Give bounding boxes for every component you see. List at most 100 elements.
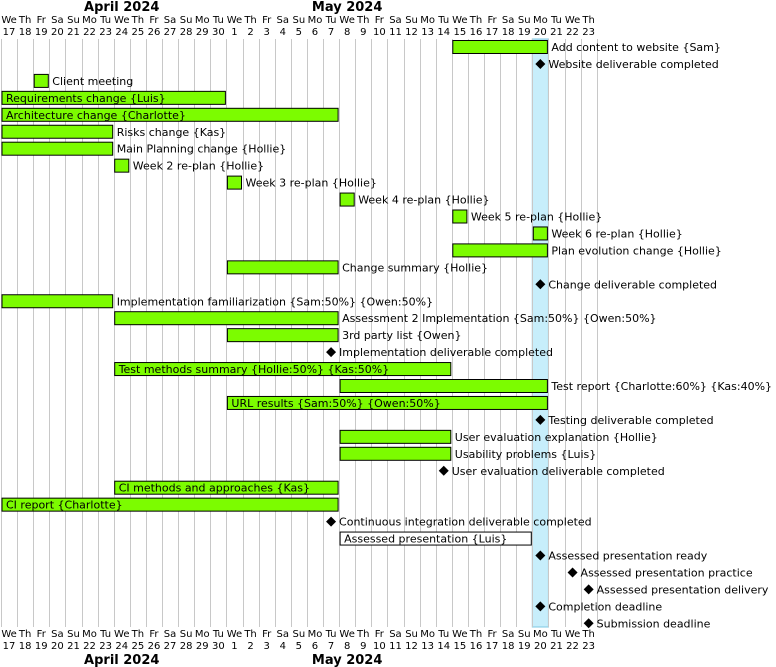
milestone-diamond[interactable]	[326, 347, 337, 358]
task-label: Week 6 re-plan {Hollie}	[551, 227, 682, 240]
task-bar[interactable]	[452, 243, 548, 258]
top-day-label: 13	[421, 27, 434, 38]
task-label: Test report {Charlotte:60%} {Kas:40%}	[550, 380, 772, 393]
task-label: URL results {Sam:50%} {Owen:50%}	[231, 397, 440, 410]
bottom-day-label: 17	[486, 641, 499, 652]
task-label: Add content to website {Sam}	[551, 41, 721, 54]
top-day-label: 6	[312, 27, 318, 38]
task-label: Client meeting	[52, 75, 133, 88]
bottom-weekday-label: Th	[469, 629, 482, 640]
task-bar[interactable]	[1, 294, 114, 309]
task-bar[interactable]	[114, 480, 339, 495]
task-bar[interactable]	[339, 446, 452, 461]
bottom-weekday-label: Tu	[325, 629, 337, 640]
header-bottom: April 2024 May 2024We17Th18Fr19Sa20Su21Mo…	[1, 629, 595, 667]
milestone-label: Completion deadline	[548, 600, 662, 613]
milestone-diamond[interactable]	[583, 618, 594, 629]
task-bar[interactable]	[452, 40, 548, 54]
top-day-label: 25	[131, 27, 144, 38]
task-bar[interactable]	[339, 429, 452, 444]
top-weekday-label: We	[452, 15, 467, 26]
top-weekday-label: Su	[293, 15, 306, 26]
bottom-day-label: 23	[582, 641, 595, 652]
bottom-day-label: 22	[83, 641, 96, 652]
milestone-diamond[interactable]	[438, 465, 449, 476]
top-weekday-label: Th	[581, 15, 594, 26]
task-bar[interactable]	[1, 141, 114, 156]
top-weekday-label: Fr	[149, 15, 159, 26]
top-weekday-label: We	[565, 15, 580, 26]
task-label: Requirements change {Luis}	[6, 92, 166, 105]
task-bar[interactable]	[1, 497, 339, 512]
milestone-diamond[interactable]	[583, 584, 594, 595]
top-month-label: April 2024	[84, 0, 159, 15]
top-weekday-label: Sa	[389, 15, 401, 26]
top-day-label: 11	[389, 27, 402, 38]
top-day-label: 8	[344, 27, 350, 38]
task-bar[interactable]	[339, 379, 548, 393]
task-bar[interactable]	[114, 362, 452, 377]
milestone-diamond[interactable]	[567, 567, 578, 578]
bottom-weekday-label: Th	[356, 629, 369, 640]
top-day-label: 23	[582, 27, 595, 38]
task-bar[interactable]	[339, 192, 355, 207]
bottom-weekday-label: Sa	[502, 629, 514, 640]
bottom-day-label: 18	[502, 641, 515, 652]
milestone-diamond[interactable]	[326, 516, 337, 527]
top-day-label: 15	[453, 27, 466, 38]
top-day-label: 19	[518, 27, 531, 38]
task-bar[interactable]	[226, 260, 339, 275]
task-bar[interactable]	[226, 328, 339, 343]
bottom-day-label: 18	[19, 641, 32, 652]
task-label: 3rd party list {Owen}	[342, 329, 461, 342]
task-bar[interactable]	[33, 73, 49, 88]
bottom-weekday-label: Tu	[550, 629, 562, 640]
top-weekday-label: Fr	[375, 15, 385, 26]
milestone-diamond[interactable]	[535, 58, 546, 69]
task-bar[interactable]	[1, 107, 339, 122]
bottom-weekday-label: Su	[518, 629, 531, 640]
top-day-label: 23	[99, 27, 112, 38]
task-bar[interactable]	[1, 90, 226, 105]
bottom-weekday-label: Mo	[82, 629, 97, 640]
bottom-weekday-label: Mo	[533, 629, 548, 640]
milestone-diamond[interactable]	[535, 279, 546, 290]
task-bar[interactable]	[114, 158, 130, 173]
bottom-weekday-label: Fr	[375, 629, 385, 640]
bottom-day-label: 26	[148, 641, 161, 652]
task-bar[interactable]	[114, 311, 339, 326]
top-day-label: 19	[35, 27, 48, 38]
top-weekday-label: Tu	[212, 15, 224, 26]
bottom-weekday-label: Sa	[164, 629, 176, 640]
milestone-label: Assessed presentation delivery	[597, 583, 769, 596]
top-day-label: 17	[3, 27, 16, 38]
task-bar[interactable]	[339, 531, 532, 546]
task-bar[interactable]	[1, 124, 114, 139]
bottom-weekday-label: Su	[67, 629, 80, 640]
top-weekday-label: Su	[180, 15, 193, 26]
bottom-weekday-label: Fr	[487, 629, 497, 640]
milestone-diamond[interactable]	[535, 550, 546, 561]
bottom-weekday-label: We	[565, 629, 580, 640]
top-day-label: 17	[486, 27, 499, 38]
highlight-column-layer	[531, 38, 549, 628]
top-day-label: 2	[247, 27, 253, 38]
tasks-layer: Add content to website {Sam} Website deli…	[1, 40, 772, 630]
top-weekday-label: Su	[518, 15, 531, 26]
task-bar[interactable]	[532, 226, 548, 241]
task-label: Implementation familiarization {Sam:50%}…	[117, 295, 433, 308]
top-weekday-label: Sa	[277, 15, 289, 26]
bottom-day-label: 29	[196, 641, 209, 652]
top-day-label: 20	[534, 27, 547, 38]
bottom-weekday-label: Th	[581, 629, 594, 640]
milestone-diamond[interactable]	[535, 601, 546, 612]
task-bar[interactable]	[226, 175, 242, 190]
task-label: Plan evolution change {Hollie}	[551, 244, 721, 257]
milestone-diamond[interactable]	[535, 414, 546, 425]
task-bar[interactable]	[452, 209, 468, 224]
highlight-column	[531, 38, 549, 628]
bottom-day-label: 19	[518, 641, 531, 652]
bottom-day-label: 21	[67, 641, 80, 652]
top-weekday-label: Sa	[51, 15, 63, 26]
task-bar[interactable]	[226, 395, 548, 410]
